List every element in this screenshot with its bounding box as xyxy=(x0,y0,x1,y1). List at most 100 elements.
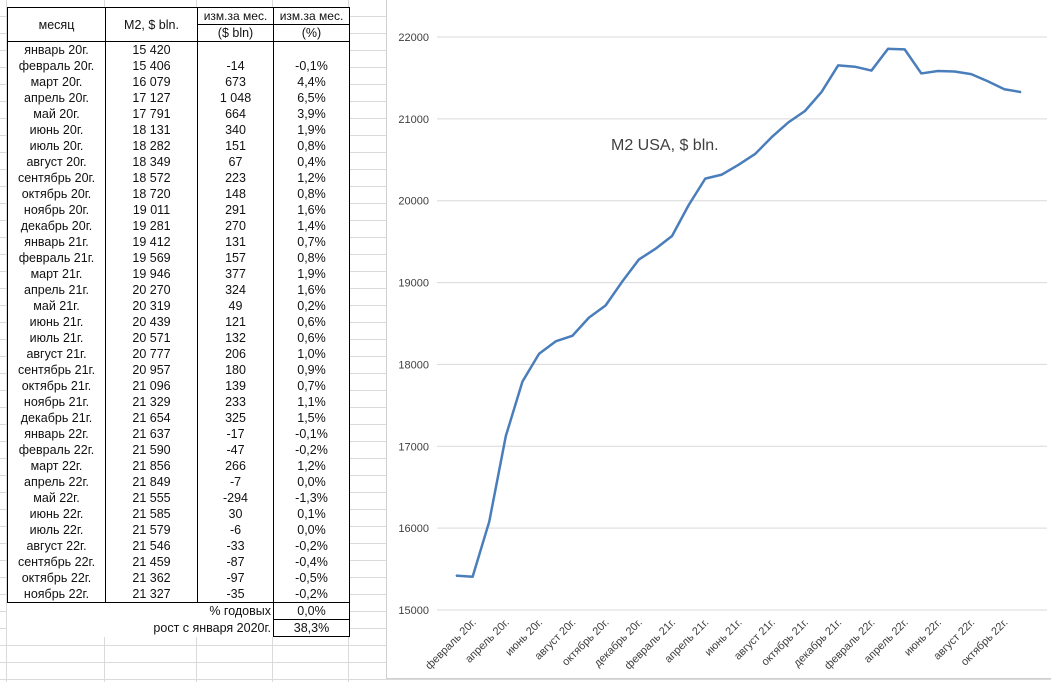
cell-m2: 19 946 xyxy=(105,266,198,282)
data-point xyxy=(455,575,457,577)
cell-month: апрель 21г. xyxy=(7,282,106,298)
cell-month: август 20г. xyxy=(7,154,106,170)
cell-change-pct: 0,0% xyxy=(273,474,350,490)
cell-month: март 20г. xyxy=(7,74,106,90)
cell-change-pct: 1,5% xyxy=(273,410,350,426)
cell-change-abs: 180 xyxy=(197,362,274,378)
cell-change-pct: 0,7% xyxy=(273,378,350,394)
table-header-row: месяц M2, $ bln. изм.за мес. изм.за мес. xyxy=(7,7,350,42)
cell-month: январь 21г. xyxy=(7,234,106,250)
cell-month: май 22г. xyxy=(7,490,106,506)
y-tick-label: 21000 xyxy=(398,114,429,126)
table-row: февраль 22г. 21 590 -47 -0,2% xyxy=(7,442,350,458)
table-row: март 21г. 19 946 377 1,9% xyxy=(7,266,350,282)
cell-m2: 20 571 xyxy=(105,330,198,346)
cell-change-pct: 0,4% xyxy=(273,154,350,170)
table-row: ноябрь 20г. 19 011 291 1,6% xyxy=(7,202,350,218)
table-row: август 22г. 21 546 -33 -0,2% xyxy=(7,538,350,554)
cell-month: декабрь 20г. xyxy=(7,218,106,234)
growth-row: рост с января 2020г. 38,3% xyxy=(7,619,350,637)
cell-change-pct: 6,5% xyxy=(273,90,350,106)
cell-month: май 21г. xyxy=(7,298,106,314)
data-point xyxy=(887,48,889,50)
cell-m2: 19 281 xyxy=(105,218,198,234)
cell-m2: 20 777 xyxy=(105,346,198,362)
cell-change-pct: 0,2% xyxy=(273,298,350,314)
cell-change-abs: 139 xyxy=(197,378,274,394)
cell-m2: 19 412 xyxy=(105,234,198,250)
table-row: январь 22г. 21 637 -17 -0,1% xyxy=(7,426,350,442)
data-point xyxy=(588,317,590,319)
cell-change-abs: 340 xyxy=(197,122,274,138)
cell-change-abs: 148 xyxy=(197,186,274,202)
y-tick-label: 18000 xyxy=(398,359,429,371)
cell-change-pct: 0,9% xyxy=(273,362,350,378)
table-row: май 22г. 21 555 -294 -1,3% xyxy=(7,490,350,506)
cell-m2: 21 329 xyxy=(105,394,198,410)
cell-change-abs: -97 xyxy=(197,570,274,586)
data-point xyxy=(721,174,723,176)
data-point xyxy=(638,259,640,261)
table-row: апрель 22г. 21 849 -7 0,0% xyxy=(7,474,350,490)
table-row: июль 20г. 18 282 151 0,8% xyxy=(7,138,350,154)
cell-m2: 17 791 xyxy=(105,106,198,122)
cell-month: март 22г. xyxy=(7,458,106,474)
cell-month: июль 20г. xyxy=(7,138,106,154)
cell-m2: 17 127 xyxy=(105,90,198,106)
cell-change-abs: 291 xyxy=(197,202,274,218)
cell-m2: 20 957 xyxy=(105,362,198,378)
table-row: октябрь 22г. 21 362 -97 -0,5% xyxy=(7,570,350,586)
cell-month: январь 22г. xyxy=(7,426,106,442)
cell-change-abs: 270 xyxy=(197,218,274,234)
data-point xyxy=(954,70,956,72)
cell-change-pct: -0,1% xyxy=(273,426,350,442)
cell-change-pct: 0,8% xyxy=(273,186,350,202)
table-row: июнь 20г. 18 131 340 1,9% xyxy=(7,122,350,138)
cell-change-pct: -0,5% xyxy=(273,570,350,586)
table-row: январь 21г. 19 412 131 0,7% xyxy=(7,234,350,250)
y-tick-label: 15000 xyxy=(398,605,429,617)
data-point xyxy=(621,281,623,283)
cell-month: июль 21г. xyxy=(7,330,106,346)
cell-change-pct: 4,4% xyxy=(273,74,350,90)
cell-change-pct: 1,6% xyxy=(273,282,350,298)
cell-change-pct xyxy=(273,41,350,58)
annual-value: 0,0% xyxy=(273,602,350,620)
cell-change-abs: 664 xyxy=(197,106,274,122)
header-m2: M2, $ bln. xyxy=(105,7,198,42)
cell-month: январь 20г. xyxy=(7,41,106,58)
cell-change-pct: -1,3% xyxy=(273,490,350,506)
table-row: октябрь 21г. 21 096 139 0,7% xyxy=(7,378,350,394)
cell-change-abs: 673 xyxy=(197,74,274,90)
data-point xyxy=(738,164,739,166)
cell-m2: 20 270 xyxy=(105,282,198,298)
cell-change-abs: -294 xyxy=(197,490,274,506)
growth-label: рост с января 2020г. xyxy=(7,619,274,637)
cell-month: апрель 22г. xyxy=(7,474,106,490)
cell-change-abs: 67 xyxy=(197,154,274,170)
cell-m2: 15 406 xyxy=(105,58,198,74)
cell-month: октябрь 20г. xyxy=(7,186,106,202)
chart-title: M2 USA, $ bln. xyxy=(611,137,719,154)
table-row: февраль 21г. 19 569 157 0,8% xyxy=(7,250,350,266)
cell-change-abs: 131 xyxy=(197,234,274,250)
data-point xyxy=(754,153,756,155)
data-point xyxy=(987,80,989,82)
data-point xyxy=(837,64,839,66)
cell-change-pct: 1,9% xyxy=(273,266,350,282)
table-row: август 20г. 18 349 67 0,4% xyxy=(7,154,350,170)
cell-month: июнь 21г. xyxy=(7,314,106,330)
table-row: ноябрь 21г. 21 329 233 1,1% xyxy=(7,394,350,410)
y-tick-label: 20000 xyxy=(398,196,429,208)
m2-table: месяц M2, $ bln. изм.за мес. изм.за мес.… xyxy=(7,7,350,637)
table-subheader-row: ($ bln) (%) xyxy=(8,24,350,42)
cell-month: апрель 20г. xyxy=(7,90,106,106)
cell-change-pct: -0,4% xyxy=(273,554,350,570)
cell-m2: 19 011 xyxy=(105,202,198,218)
table-row: апрель 20г. 17 127 1 048 6,5% xyxy=(7,90,350,106)
cell-change-pct: 1,6% xyxy=(273,202,350,218)
header-change-pct: изм.за мес. xyxy=(273,7,350,25)
cell-change-abs: 151 xyxy=(197,138,274,154)
growth-value: 38,3% xyxy=(273,619,350,637)
cell-m2: 18 349 xyxy=(105,154,198,170)
